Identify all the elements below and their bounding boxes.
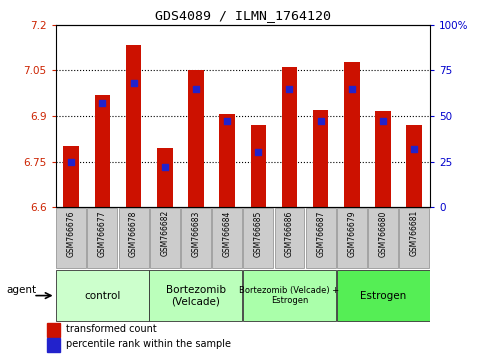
FancyBboxPatch shape [56,270,149,321]
FancyBboxPatch shape [274,208,304,268]
Point [161,164,169,170]
FancyBboxPatch shape [87,208,117,268]
Bar [375,112,391,207]
Bar [251,125,266,207]
FancyBboxPatch shape [399,208,429,268]
FancyBboxPatch shape [56,208,86,268]
Bar [188,70,204,207]
Bar [95,95,110,207]
FancyBboxPatch shape [149,270,242,321]
Text: transformed count: transformed count [66,325,157,335]
Title: GDS4089 / ILMN_1764120: GDS4089 / ILMN_1764120 [155,9,331,22]
Text: GSM766684: GSM766684 [223,210,232,257]
Text: percentile rank within the sample: percentile rank within the sample [66,339,231,349]
FancyBboxPatch shape [181,208,211,268]
Text: agent: agent [6,285,36,295]
FancyBboxPatch shape [150,208,180,268]
FancyBboxPatch shape [118,208,148,268]
Text: Estrogen: Estrogen [360,291,406,301]
FancyBboxPatch shape [243,270,336,321]
Point [348,86,356,91]
Bar [63,146,79,207]
Point [129,80,137,86]
Bar [313,110,328,207]
Point [223,119,231,124]
Text: GSM766683: GSM766683 [191,210,200,257]
FancyBboxPatch shape [368,208,398,268]
Text: GSM766678: GSM766678 [129,210,138,257]
FancyBboxPatch shape [337,270,429,321]
Text: GSM766686: GSM766686 [285,210,294,257]
Point [379,119,387,124]
Text: GSM766682: GSM766682 [160,210,169,256]
Text: GSM766676: GSM766676 [67,210,76,257]
Text: control: control [84,291,121,301]
Text: GSM766685: GSM766685 [254,210,263,257]
Text: Bortezomib
(Velcade): Bortezomib (Velcade) [166,285,226,307]
Bar [47,323,60,337]
Text: Bortezomib (Velcade) +
Estrogen: Bortezomib (Velcade) + Estrogen [240,286,340,305]
Bar [282,67,298,207]
Text: GSM766681: GSM766681 [410,210,419,256]
Bar [219,114,235,207]
Bar [126,45,142,207]
Point [317,119,325,124]
Point [285,86,293,91]
FancyBboxPatch shape [212,208,242,268]
Text: GSM766679: GSM766679 [347,210,356,257]
Bar [407,125,422,207]
Point [255,149,262,155]
Bar [47,338,60,353]
FancyBboxPatch shape [306,208,336,268]
FancyBboxPatch shape [243,208,273,268]
Point [67,159,75,164]
Bar [157,148,172,207]
Point [99,100,106,106]
Point [192,86,200,91]
Bar [344,62,360,207]
FancyBboxPatch shape [337,208,367,268]
Text: GSM766680: GSM766680 [379,210,387,257]
Text: GSM766687: GSM766687 [316,210,325,257]
Point [411,146,418,152]
Text: GSM766677: GSM766677 [98,210,107,257]
